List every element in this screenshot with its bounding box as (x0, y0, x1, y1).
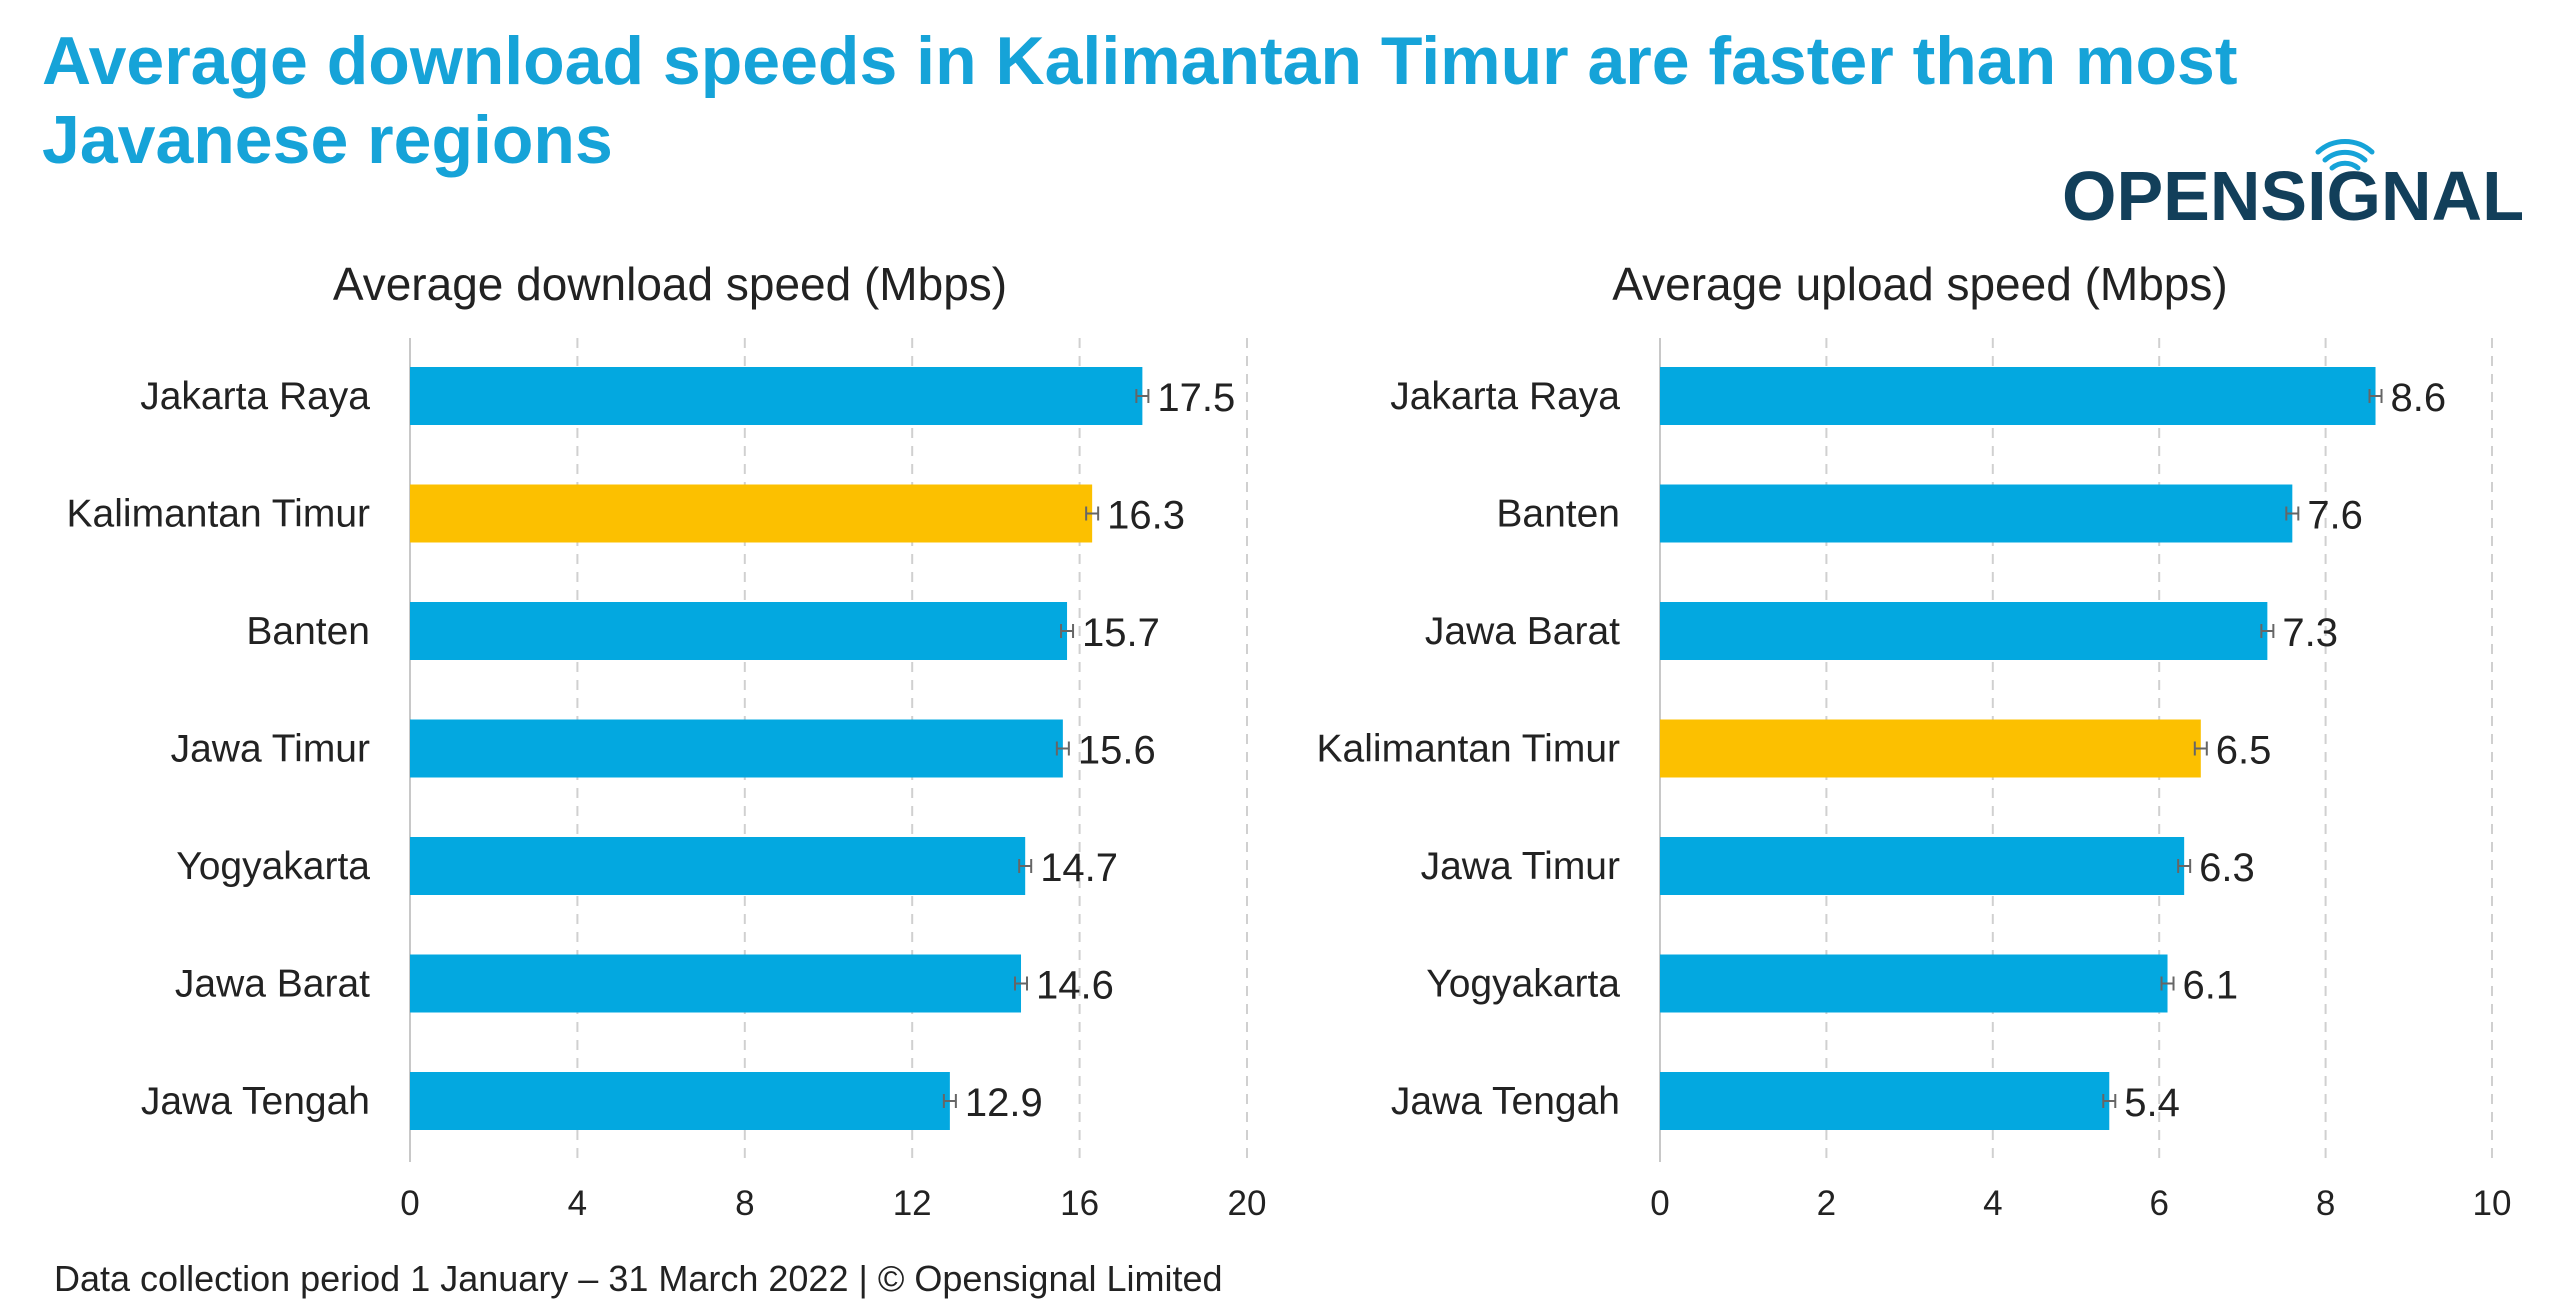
data-label: 15.7 (1082, 611, 1160, 655)
data-label: 14.7 (1040, 846, 1118, 890)
chart-title: Average download speed (Mbps) (333, 258, 1007, 310)
category-label: Yogyakarta (176, 845, 370, 888)
bar (1660, 837, 2185, 895)
category-label: Jawa Timur (171, 728, 370, 771)
data-label: 6.3 (2199, 846, 2255, 890)
data-label: 17.5 (1157, 376, 1235, 420)
x-tick-label: 0 (1650, 1184, 1669, 1223)
bar (1660, 484, 2293, 543)
bar (1660, 1072, 2110, 1130)
opensignal-logo: OPENSIGNAL (2062, 139, 2522, 226)
data-label: 6.5 (2216, 729, 2272, 773)
bar (1660, 367, 2376, 425)
bar (410, 1072, 950, 1130)
logo-text-end: GNAL (2327, 157, 2522, 226)
category-label: Jawa Tengah (1391, 1080, 1620, 1123)
data-label: 16.3 (1107, 494, 1185, 538)
svg-text:OPENSIGNAL: OPENSIGNAL (2062, 157, 2522, 226)
data-label: 7.6 (2307, 494, 2363, 538)
bar (410, 837, 1026, 895)
category-label: Jakarta Raya (140, 375, 370, 418)
data-collection-footer: Data collection period 1 January – 31 Ma… (54, 1258, 1223, 1299)
x-tick-label: 12 (893, 1184, 932, 1223)
category-label: Kalimantan Timur (67, 493, 370, 536)
x-tick-label: 4 (1983, 1184, 2002, 1223)
category-label: Jawa Barat (175, 963, 370, 1006)
logo-text-start: OPENS (2062, 157, 2307, 226)
x-tick-label: 20 (1228, 1184, 1267, 1223)
upload-speed-chart: Average upload speed (Mbps) 0 2 4 6 8 10 Jakart… (1317, 258, 2512, 1223)
x-tick-label: 10 (2473, 1184, 2512, 1223)
category-label: Jawa Timur (1421, 845, 1620, 888)
x-tick-label: 0 (400, 1184, 419, 1223)
data-label: 15.6 (1078, 729, 1156, 773)
x-tick-label: 8 (2316, 1184, 2335, 1223)
chart-headline: Average download speeds in Kalimantan Ti… (42, 23, 2238, 178)
logo-text-i: I (2307, 157, 2326, 226)
bar (1660, 719, 2201, 778)
category-label: Kalimantan Timur (1317, 728, 1620, 771)
bar (410, 954, 1022, 1013)
data-label: 12.9 (965, 1081, 1043, 1125)
x-tick-label: 4 (568, 1184, 587, 1223)
x-tick-label: 6 (2149, 1184, 2168, 1223)
x-tick-label: 16 (1060, 1184, 1099, 1223)
data-label: 6.1 (2183, 964, 2239, 1008)
data-label: 14.6 (1036, 964, 1114, 1008)
bar (410, 484, 1093, 543)
data-label: 5.4 (2124, 1081, 2180, 1125)
bar (410, 602, 1068, 660)
bar (1660, 954, 2168, 1013)
category-label: Jakarta Raya (1390, 375, 1620, 418)
category-label: Banten (246, 610, 370, 653)
data-label: 7.3 (2282, 611, 2338, 655)
x-tick-label: 8 (735, 1184, 754, 1223)
category-label: Jawa Tengah (141, 1080, 370, 1123)
category-label: Jawa Barat (1425, 610, 1620, 653)
bar (410, 719, 1063, 778)
wifi-signal-icon (2315, 139, 2375, 171)
category-label: Yogyakarta (1426, 963, 1620, 1006)
download-speed-chart: Average download speed (Mbps) 0 4 8 12 16 20 Ja… (67, 258, 1267, 1223)
bar (1660, 602, 2268, 660)
bar (410, 367, 1143, 425)
data-label: 8.6 (2391, 376, 2447, 420)
chart-title: Average upload speed (Mbps) (1612, 258, 2227, 310)
category-label: Banten (1496, 493, 1620, 536)
x-tick-label: 2 (1817, 1184, 1836, 1223)
